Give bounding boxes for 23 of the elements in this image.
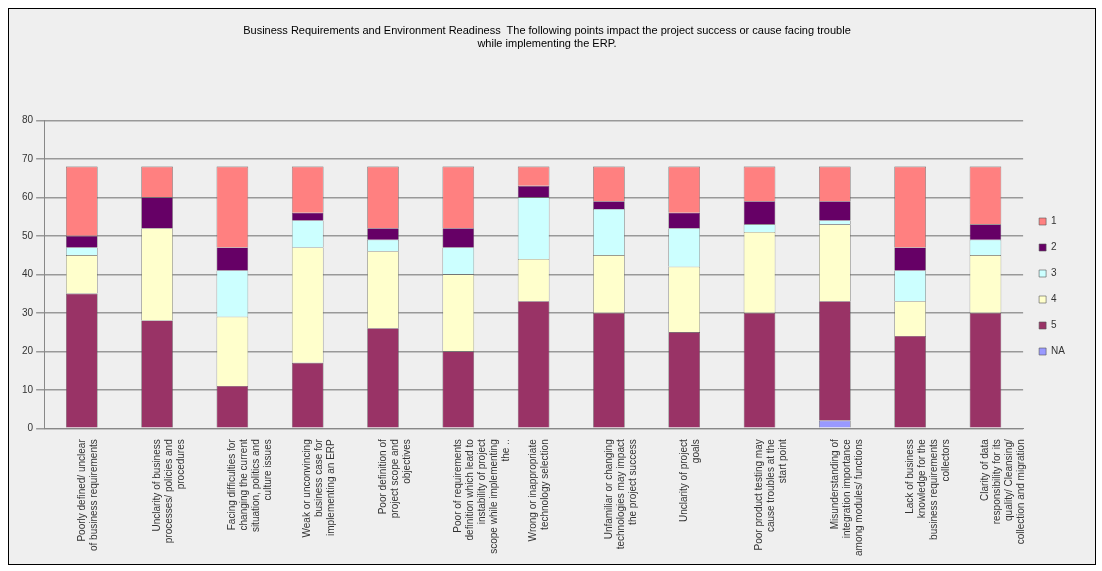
x-tick-label: Poor product testing may cause troubles at the start point bbox=[753, 438, 789, 551]
legend-label: 5 bbox=[1051, 319, 1058, 331]
y-tick-label: 40 bbox=[22, 268, 34, 280]
legend-label: 2 bbox=[1051, 241, 1058, 253]
x-tick-label: Unclarity of business processes/ policies and procedures bbox=[150, 439, 186, 544]
x-tick-label: Poor definition of project scope and objectives bbox=[376, 439, 412, 519]
x-tick-label: Poorly defined/ unclear of business requirements bbox=[75, 438, 99, 551]
legend-label: NA bbox=[1051, 345, 1066, 357]
legend-label: 4 bbox=[1051, 293, 1058, 305]
legend-label: 1 bbox=[1051, 215, 1058, 227]
y-tick-label: 60 bbox=[22, 191, 34, 203]
x-tick-label: Unclarity of project goals bbox=[677, 439, 701, 523]
y-tick-label: 70 bbox=[22, 152, 34, 164]
x-tick-label: Lack of business knowledge for the business requirements collectors bbox=[903, 438, 951, 540]
x-tick-label: Poor of requirements definition which lead to instability of project scope while implementing the .. bbox=[452, 438, 512, 554]
y-tick-label: 0 bbox=[27, 422, 34, 434]
y-tick-label: 10 bbox=[22, 383, 34, 395]
y-tick-label: 30 bbox=[22, 306, 34, 318]
y-tick-label: 20 bbox=[22, 345, 34, 357]
chart-title: Business Requirements and Environment Readiness The following points impact the project success or cause facing trouble while implementing the ERP. bbox=[243, 23, 851, 49]
legend-label: 3 bbox=[1051, 267, 1058, 279]
y-tick-label: 80 bbox=[22, 114, 34, 126]
y-tick-label: 50 bbox=[22, 229, 34, 241]
